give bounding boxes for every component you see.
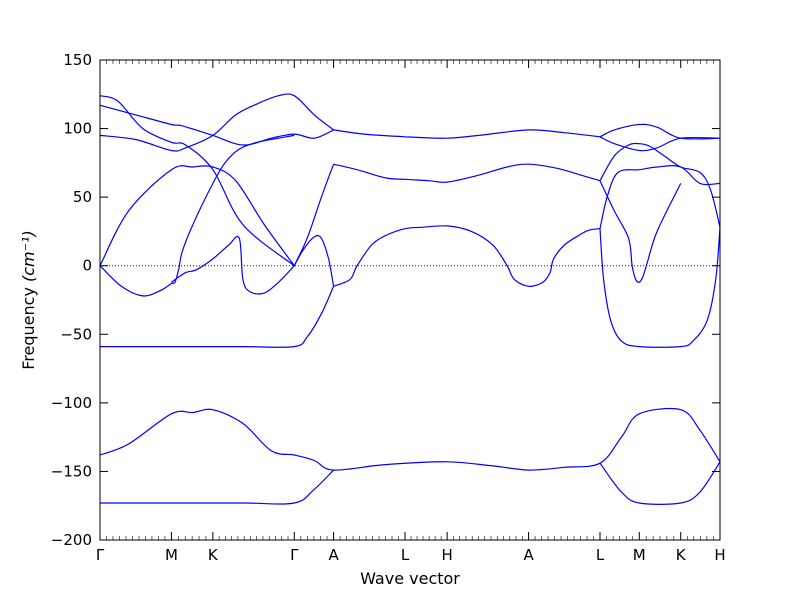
band-line-15: [599, 142, 721, 228]
y-axis-title: Frequency (cm⁻¹): [19, 230, 38, 369]
y-axis-title-unit: (cm⁻¹): [19, 230, 38, 282]
y-tick-label: −150: [51, 462, 92, 480]
band-line-1: [99, 95, 295, 267]
band-line-20: [100, 469, 335, 505]
y-tick-label: −50: [60, 325, 92, 343]
x-tick-label: H: [714, 546, 725, 564]
band-line-9: [293, 163, 335, 266]
band-line-12: [333, 129, 601, 139]
x-tick-label: Γ: [290, 546, 299, 564]
band-line-16: [599, 165, 721, 229]
band-line-4: [99, 165, 295, 267]
x-tick-label: A: [523, 546, 534, 564]
band-line-17: [599, 227, 721, 348]
y-tick-label: −100: [51, 394, 92, 412]
band-line-10: [333, 225, 601, 287]
band-line-6: [171, 235, 295, 295]
y-tick-label: 150: [63, 51, 92, 69]
band-line-19: [99, 407, 721, 471]
axes-layer: Γ M K Γ A L H A L M K H 150 100 50 0 −50 −100 −150 −200: [51, 51, 726, 564]
plot-frame: [99, 59, 721, 541]
x-tick-label: L: [401, 546, 410, 564]
y-axis-title-text: Frequency: [19, 287, 38, 370]
band-line-3: [99, 93, 334, 152]
x-tick-label: A: [328, 546, 339, 564]
band-line-7: [99, 286, 335, 348]
y-tick-label: 100: [63, 120, 92, 138]
band-line-14: [599, 136, 721, 152]
x-tick-label: K: [676, 546, 687, 564]
x-axis-title: Wave vector: [360, 569, 460, 588]
plot-layer: [99, 93, 721, 505]
y-tick-label: 0: [82, 257, 92, 275]
band-line-18: [599, 180, 682, 283]
band-line-11: [333, 163, 601, 183]
band-line-21: [599, 461, 721, 505]
x-tick-label: M: [165, 546, 178, 564]
x-tick-label: H: [442, 546, 453, 564]
y-tick-label: 50: [73, 188, 92, 206]
band-line-8: [293, 234, 335, 287]
x-tick-label: Γ: [96, 546, 105, 564]
y-tick-label: −200: [51, 531, 92, 549]
x-tick-label: L: [596, 546, 605, 564]
x-tick-label: K: [208, 546, 219, 564]
band-line-2: [99, 104, 334, 146]
x-tick-label: M: [633, 546, 646, 564]
band-line-5: [99, 134, 295, 297]
band-line-13: [599, 123, 721, 140]
